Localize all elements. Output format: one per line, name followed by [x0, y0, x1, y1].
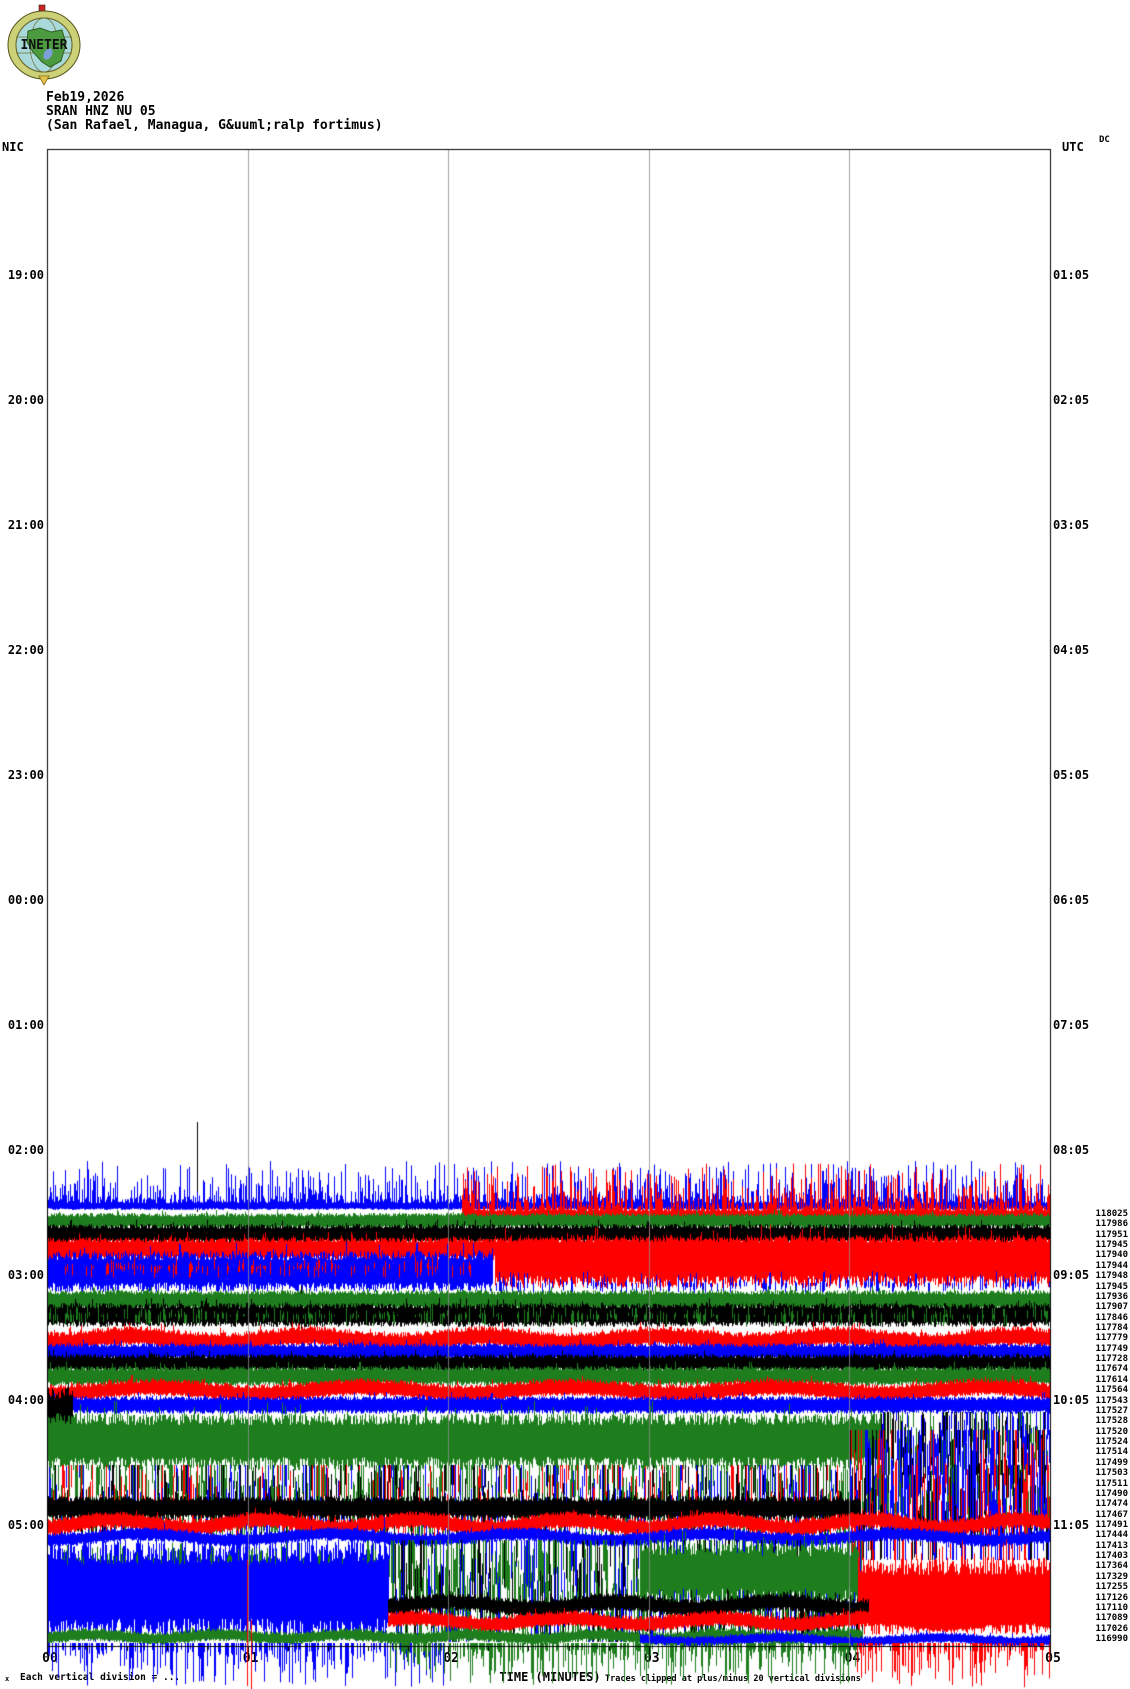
- header-date: Feb19,2026: [46, 90, 125, 105]
- dc-value: 117499: [1095, 1457, 1128, 1468]
- dc-value: 117026: [1095, 1623, 1128, 1634]
- dc-value: 117749: [1095, 1343, 1128, 1354]
- dc-value: 117945: [1095, 1281, 1128, 1292]
- left-time-label: 22:00: [7, 643, 44, 657]
- scale-note: Each vertical division = ...: [20, 1672, 181, 1683]
- logo-pencil-tip: [38, 75, 50, 86]
- dc-value: 117467: [1095, 1509, 1128, 1520]
- left-time-label: 23:00: [7, 768, 44, 782]
- dc-value: 117728: [1095, 1354, 1128, 1365]
- dc-value: 117255: [1095, 1582, 1128, 1593]
- minute-label: 03: [643, 1651, 660, 1666]
- dc-value: 117944: [1095, 1260, 1128, 1271]
- dc-value: 117986: [1095, 1219, 1128, 1230]
- dc-value: 117936: [1095, 1291, 1128, 1302]
- left-time-label: 01:00: [7, 1018, 44, 1032]
- left-time-label: 04:00: [7, 1393, 44, 1407]
- dc-value: 117543: [1095, 1395, 1128, 1406]
- left-time-label: 02:00: [7, 1143, 44, 1157]
- minute-label: 02: [443, 1651, 460, 1666]
- right-time-label: 11:05: [1053, 1518, 1090, 1532]
- dc-value: 117491: [1095, 1519, 1128, 1530]
- right-time-label: 04:05: [1053, 643, 1090, 657]
- scale-unit-mark: x: [5, 1675, 10, 1683]
- header-station: SRAN HNZ NU 05: [46, 104, 156, 119]
- left-time-label: 20:00: [7, 393, 44, 407]
- dc-value: 117846: [1095, 1312, 1128, 1323]
- dc-value: 117511: [1095, 1478, 1128, 1489]
- dc-value: 116990: [1095, 1634, 1128, 1644]
- right-time-label: 02:05: [1053, 393, 1090, 407]
- dc-value: 117474: [1095, 1499, 1128, 1510]
- left-axis-title: NIC: [2, 140, 24, 154]
- minute-label: 04: [844, 1651, 861, 1666]
- right-time-label: 07:05: [1053, 1018, 1090, 1032]
- minute-label: 05: [1045, 1651, 1061, 1666]
- dc-value: 117503: [1095, 1468, 1128, 1479]
- dc-value: 117945: [1095, 1240, 1128, 1251]
- right-time-label: 01:05: [1053, 268, 1090, 282]
- dc-value: 117674: [1095, 1364, 1128, 1375]
- dc-value: 118025: [1095, 1209, 1128, 1219]
- right-time-label: 08:05: [1053, 1143, 1090, 1157]
- dc-value: 117520: [1095, 1426, 1128, 1437]
- dc-value: 117907: [1095, 1302, 1128, 1313]
- left-time-label: 03:00: [7, 1268, 44, 1282]
- dc-value: 117940: [1095, 1250, 1128, 1261]
- dc-value: 117614: [1095, 1374, 1128, 1385]
- dc-value: 117413: [1095, 1540, 1128, 1551]
- right-time-label: 09:05: [1053, 1268, 1090, 1282]
- dc-value: 117403: [1095, 1551, 1128, 1562]
- header-location: (San Rafael, Managua, G&uuml;ralp fortim…: [46, 118, 383, 133]
- dc-value: 117089: [1095, 1613, 1128, 1624]
- right-time-label: 05:05: [1053, 768, 1090, 782]
- dc-value: 117951: [1095, 1229, 1128, 1240]
- dc-value: 117948: [1095, 1271, 1128, 1282]
- ineter-logo: INETER: [7, 4, 81, 86]
- dc-value: 117784: [1095, 1323, 1128, 1334]
- dc-value: 117524: [1095, 1437, 1128, 1448]
- dc-value: 117329: [1095, 1571, 1128, 1582]
- dc-value: 117110: [1095, 1602, 1128, 1613]
- dc-value: 117126: [1095, 1592, 1128, 1603]
- dc-value: 117564: [1095, 1385, 1128, 1396]
- minute-label: 01: [242, 1651, 259, 1666]
- left-time-label: 19:00: [7, 268, 44, 282]
- logo-text: INETER: [21, 38, 68, 53]
- dc-value: 117779: [1095, 1333, 1128, 1344]
- dc-value: 117444: [1095, 1530, 1128, 1541]
- dc-value: 117364: [1095, 1561, 1128, 1572]
- minute-label: 00: [42, 1651, 58, 1666]
- logo-flag-red: [38, 4, 46, 12]
- left-time-label: 00:00: [7, 893, 44, 907]
- right-time-label: 03:05: [1053, 518, 1090, 532]
- clip-note: Traces clipped at plus/minus 20 vertical…: [605, 1674, 861, 1684]
- dc-value: 117528: [1095, 1416, 1128, 1427]
- right-axis-title: UTC: [1062, 140, 1084, 154]
- x-axis-title: TIME (MINUTES): [499, 1670, 601, 1684]
- dc-value: 117514: [1095, 1447, 1128, 1458]
- right-time-label: 10:05: [1053, 1393, 1090, 1407]
- dc-column-header: DC: [1099, 135, 1110, 145]
- left-time-label: 05:00: [7, 1518, 44, 1532]
- left-time-label: 21:00: [7, 518, 44, 532]
- right-time-label: 06:05: [1053, 893, 1090, 907]
- dc-value: 117527: [1095, 1405, 1128, 1416]
- dc-value: 117490: [1095, 1488, 1128, 1499]
- header-block: Feb19,2026 SRAN HNZ NU 05 (San Rafael, M…: [46, 91, 383, 133]
